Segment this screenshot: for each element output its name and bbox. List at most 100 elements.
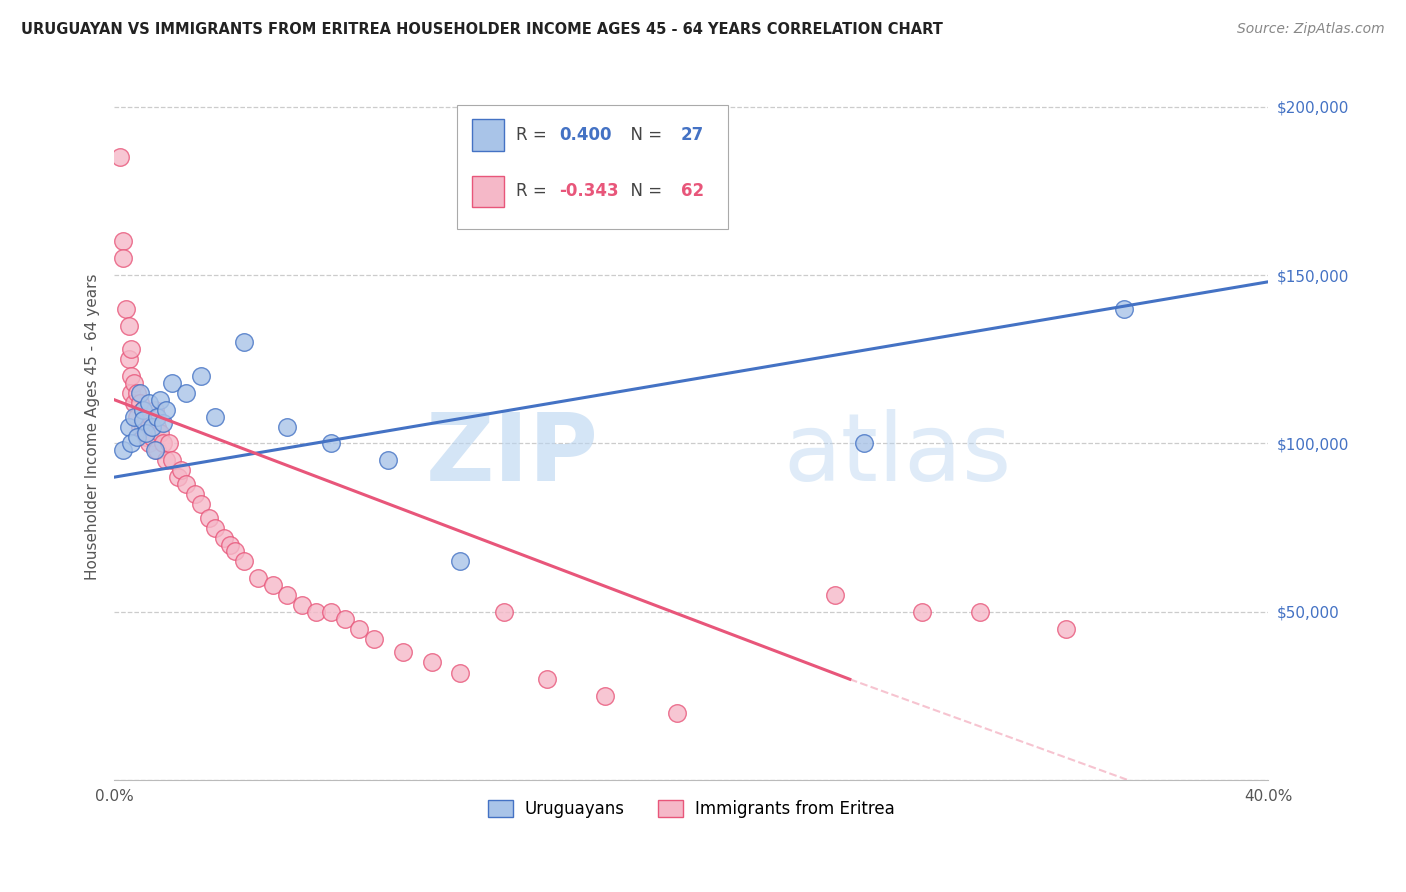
Point	[1054, 622, 1077, 636]
Point	[157, 436, 180, 450]
Point	[111, 251, 134, 265]
Point	[911, 605, 934, 619]
Point	[146, 409, 169, 424]
Point	[138, 396, 160, 410]
Point	[305, 605, 328, 619]
Point	[152, 436, 174, 450]
Point	[1112, 301, 1135, 316]
Point	[135, 409, 157, 424]
Y-axis label: Householder Income Ages 45 - 64 years: Householder Income Ages 45 - 64 years	[86, 273, 100, 580]
Point	[204, 409, 226, 424]
Point	[204, 521, 226, 535]
Point	[155, 402, 177, 417]
Point	[492, 605, 515, 619]
Point	[212, 531, 235, 545]
Point	[218, 537, 240, 551]
Point	[127, 430, 149, 444]
Point	[176, 386, 198, 401]
Point	[152, 417, 174, 431]
Point	[132, 419, 155, 434]
Point	[969, 605, 991, 619]
Text: 27: 27	[681, 126, 704, 144]
Point	[276, 419, 298, 434]
Point	[319, 436, 342, 450]
Point	[319, 605, 342, 619]
Point	[536, 672, 558, 686]
Text: ZIP: ZIP	[426, 409, 599, 501]
Point	[121, 436, 143, 450]
Point	[449, 665, 471, 680]
Point	[363, 632, 385, 646]
Point	[824, 588, 846, 602]
Point	[129, 419, 152, 434]
Point	[108, 150, 131, 164]
Point	[853, 436, 876, 450]
Text: N =: N =	[620, 126, 666, 144]
Point	[127, 409, 149, 424]
Point	[141, 413, 163, 427]
Point	[449, 554, 471, 568]
Point	[190, 497, 212, 511]
FancyBboxPatch shape	[472, 119, 505, 151]
Text: -0.343: -0.343	[560, 182, 619, 200]
Point	[121, 369, 143, 384]
Point	[593, 689, 616, 703]
Text: URUGUAYAN VS IMMIGRANTS FROM ERITREA HOUSEHOLDER INCOME AGES 45 - 64 YEARS CORRE: URUGUAYAN VS IMMIGRANTS FROM ERITREA HOU…	[21, 22, 943, 37]
Point	[132, 402, 155, 417]
FancyBboxPatch shape	[457, 104, 728, 228]
Point	[190, 369, 212, 384]
Point	[143, 443, 166, 458]
Point	[124, 376, 146, 390]
Point	[121, 342, 143, 356]
Point	[141, 430, 163, 444]
Point	[149, 392, 172, 407]
Point	[149, 426, 172, 441]
Point	[111, 443, 134, 458]
Point	[132, 413, 155, 427]
Point	[291, 598, 314, 612]
Point	[129, 386, 152, 401]
Point	[135, 430, 157, 444]
Point	[233, 554, 256, 568]
Point	[132, 402, 155, 417]
Point	[276, 588, 298, 602]
Text: R =: R =	[516, 182, 551, 200]
Point	[117, 419, 139, 434]
Point	[114, 301, 136, 316]
Point	[160, 376, 183, 390]
Point	[665, 706, 688, 720]
Point	[141, 419, 163, 434]
Point	[420, 656, 443, 670]
Point	[138, 419, 160, 434]
Point	[127, 386, 149, 401]
Point	[198, 510, 221, 524]
Point	[124, 396, 146, 410]
Point	[117, 352, 139, 367]
Text: N =: N =	[620, 182, 666, 200]
Point	[121, 386, 143, 401]
Point	[391, 645, 413, 659]
Text: R =: R =	[516, 126, 551, 144]
Point	[184, 487, 207, 501]
Point	[146, 419, 169, 434]
Point	[166, 470, 188, 484]
Text: 62: 62	[681, 182, 704, 200]
Point	[146, 443, 169, 458]
Point	[155, 453, 177, 467]
Point	[117, 318, 139, 333]
Point	[160, 453, 183, 467]
Point	[333, 612, 356, 626]
Point	[111, 235, 134, 249]
FancyBboxPatch shape	[472, 176, 505, 207]
Point	[143, 402, 166, 417]
Point	[138, 436, 160, 450]
Point	[135, 426, 157, 441]
Point	[124, 409, 146, 424]
Point	[176, 476, 198, 491]
Point	[169, 463, 191, 477]
Point	[129, 396, 152, 410]
Point	[233, 335, 256, 350]
Point	[377, 453, 399, 467]
Point	[349, 622, 371, 636]
Text: atlas: atlas	[783, 409, 1012, 501]
